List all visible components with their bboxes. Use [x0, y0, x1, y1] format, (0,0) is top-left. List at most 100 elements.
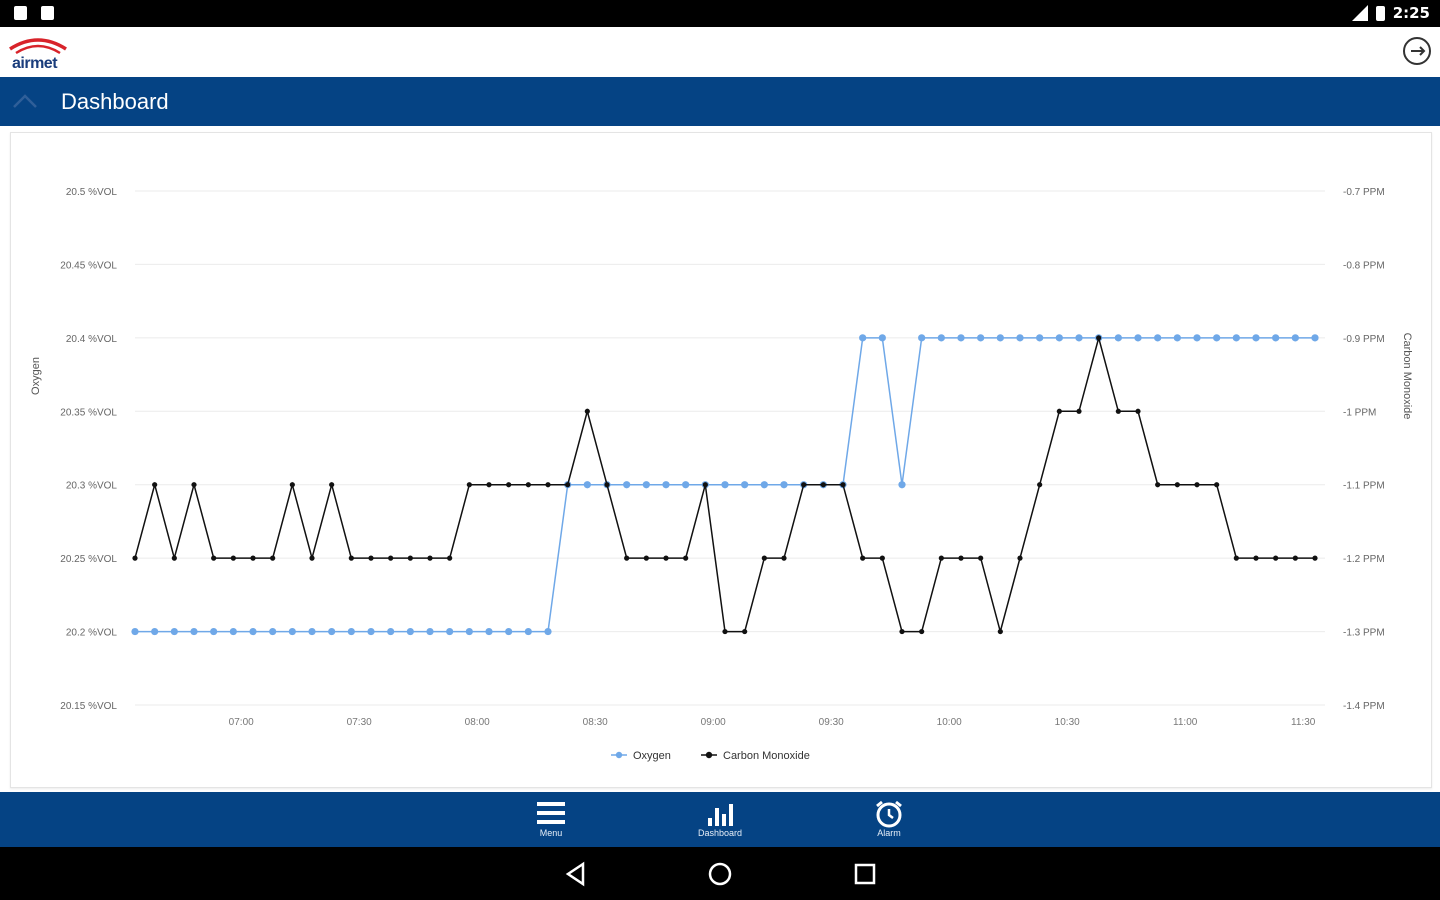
y-right-tick-label: -1 PPM	[1343, 407, 1376, 418]
data-point-oxygen	[741, 481, 749, 489]
y-right-tick-label: -0.7 PPM	[1343, 187, 1385, 198]
data-point-carbon-monoxide	[624, 555, 630, 561]
data-point-carbon-monoxide	[722, 628, 728, 635]
nav-menu[interactable]: Menu	[511, 800, 591, 844]
chart-card: 20.5 %VOL -0.7 PPM 20.45 %VOL -0.8 PPM 20.4 …	[10, 132, 1432, 788]
data-point-oxygen	[1173, 334, 1181, 342]
app-bar: airmet	[0, 27, 1440, 77]
recents-icon[interactable]	[852, 861, 878, 887]
status-bar: 2:25	[0, 0, 1440, 27]
data-point-oxygen	[898, 481, 906, 489]
bottom-nav: Menu Dashboard Alarm	[0, 792, 1440, 847]
data-point-oxygen	[1213, 334, 1221, 342]
data-point-oxygen	[918, 334, 926, 342]
y-left-tick-label: 20.15 %VOL	[60, 701, 117, 712]
nav-alarm[interactable]: Alarm	[849, 800, 929, 844]
data-point-oxygen	[1232, 334, 1240, 342]
x-tick-label: 11:00	[1173, 717, 1198, 728]
y-left-tick-label: 20.45 %VOL	[60, 260, 117, 271]
data-point-oxygen	[1055, 334, 1063, 342]
data-point-oxygen	[387, 627, 395, 636]
data-point-carbon-monoxide	[1056, 408, 1062, 414]
back-icon[interactable]	[563, 861, 589, 887]
data-point-carbon-monoxide	[447, 555, 453, 561]
line-chart[interactable]: 20.5 %VOL -0.7 PPM 20.45 %VOL -0.8 PPM 20.4 …	[11, 133, 1431, 787]
data-point-carbon-monoxide	[1115, 408, 1121, 414]
x-tick-label: 10:30	[1055, 717, 1080, 728]
data-point-oxygen	[406, 627, 414, 636]
y-right-axis-label: Carbon Monoxide	[1401, 333, 1413, 420]
data-point-carbon-monoxide	[683, 555, 689, 561]
data-point-oxygen	[328, 627, 336, 636]
home-icon[interactable]	[707, 861, 733, 887]
data-point-carbon-monoxide	[958, 555, 964, 561]
y-left-tick-label: 20.5 %VOL	[66, 187, 118, 198]
y-left-tick-label: 20.4 %VOL	[66, 334, 118, 345]
data-point-carbon-monoxide	[702, 482, 708, 488]
y-right-tick-label: -1.1 PPM	[1343, 481, 1385, 492]
data-point-oxygen	[1114, 334, 1122, 342]
chevron-up-icon[interactable]	[12, 91, 38, 111]
data-point-oxygen	[505, 627, 513, 636]
nav-dashboard[interactable]: Dashboard	[680, 800, 760, 844]
data-point-oxygen	[1036, 334, 1044, 342]
data-point-oxygen	[1193, 334, 1201, 342]
system-nav-bar	[0, 847, 1440, 900]
data-point-carbon-monoxide	[171, 555, 177, 561]
y-right-tick-label: -1.2 PPM	[1343, 554, 1385, 565]
y-right-tick-label: -0.8 PPM	[1343, 260, 1385, 271]
data-point-carbon-monoxide	[309, 555, 315, 561]
x-tick-label: 07:30	[347, 717, 372, 728]
data-point-oxygen	[347, 627, 355, 636]
signal-icon	[1351, 5, 1368, 21]
data-point-carbon-monoxide	[1174, 482, 1180, 488]
data-point-carbon-monoxide	[545, 482, 551, 488]
y-left-tick-label: 20.25 %VOL	[60, 554, 117, 565]
data-point-oxygen	[1154, 334, 1162, 342]
android-icon	[41, 6, 54, 20]
data-point-oxygen	[1075, 334, 1083, 342]
data-point-carbon-monoxide	[270, 555, 276, 561]
data-point-carbon-monoxide	[506, 482, 512, 488]
data-point-oxygen	[1311, 334, 1319, 342]
y-right-tick-label: -1.3 PPM	[1343, 628, 1385, 639]
y-left-tick-label: 20.35 %VOL	[60, 407, 117, 418]
data-point-oxygen	[524, 627, 532, 636]
data-point-oxygen	[662, 481, 670, 489]
y-left-axis-label: Oxygen	[30, 357, 42, 395]
data-point-oxygen	[131, 627, 139, 636]
data-point-oxygen	[229, 627, 237, 636]
data-point-carbon-monoxide	[781, 555, 787, 561]
data-point-carbon-monoxide	[1194, 482, 1200, 488]
logout-icon[interactable]	[1402, 36, 1432, 66]
x-tick-label: 07:00	[229, 717, 254, 728]
data-point-oxygen	[583, 481, 591, 489]
data-point-carbon-monoxide	[152, 482, 158, 488]
airmet-logo-icon[interactable]	[8, 31, 68, 73]
data-point-carbon-monoxide	[820, 482, 826, 488]
legend-swatch-dot	[615, 751, 623, 759]
data-point-oxygen	[977, 334, 985, 342]
data-point-oxygen	[1134, 334, 1142, 342]
data-point-carbon-monoxide	[742, 628, 748, 635]
data-point-carbon-monoxide	[486, 482, 492, 488]
data-point-oxygen	[288, 627, 296, 636]
y-left-tick-label: 20.2 %VOL	[66, 628, 118, 639]
data-point-oxygen	[446, 627, 454, 636]
data-point-oxygen	[1252, 334, 1260, 342]
page-title: Dashboard	[61, 89, 169, 114]
data-point-oxygen	[721, 481, 729, 489]
x-tick-label: 09:00	[701, 717, 726, 728]
data-point-oxygen	[367, 627, 375, 636]
data-point-carbon-monoxide	[1214, 482, 1220, 488]
data-point-oxygen	[308, 627, 316, 636]
data-point-oxygen	[642, 481, 650, 489]
data-point-oxygen	[485, 627, 493, 636]
data-point-oxygen	[878, 334, 886, 342]
data-point-carbon-monoxide	[1292, 555, 1298, 561]
data-point-carbon-monoxide	[801, 482, 807, 488]
data-point-oxygen	[269, 627, 277, 636]
legend-label: Oxygen	[633, 750, 671, 762]
data-point-carbon-monoxide	[368, 555, 374, 561]
nav-menu-label: Menu	[539, 828, 563, 838]
